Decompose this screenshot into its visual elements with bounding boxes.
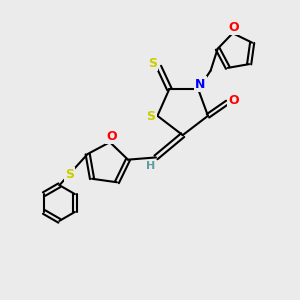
Text: O: O [106,130,117,143]
Text: H: H [146,161,155,171]
Text: O: O [229,21,239,34]
Text: S: S [148,57,157,70]
Text: O: O [229,94,239,107]
Text: S: S [146,110,155,123]
Text: N: N [195,77,206,91]
Text: S: S [65,168,74,181]
